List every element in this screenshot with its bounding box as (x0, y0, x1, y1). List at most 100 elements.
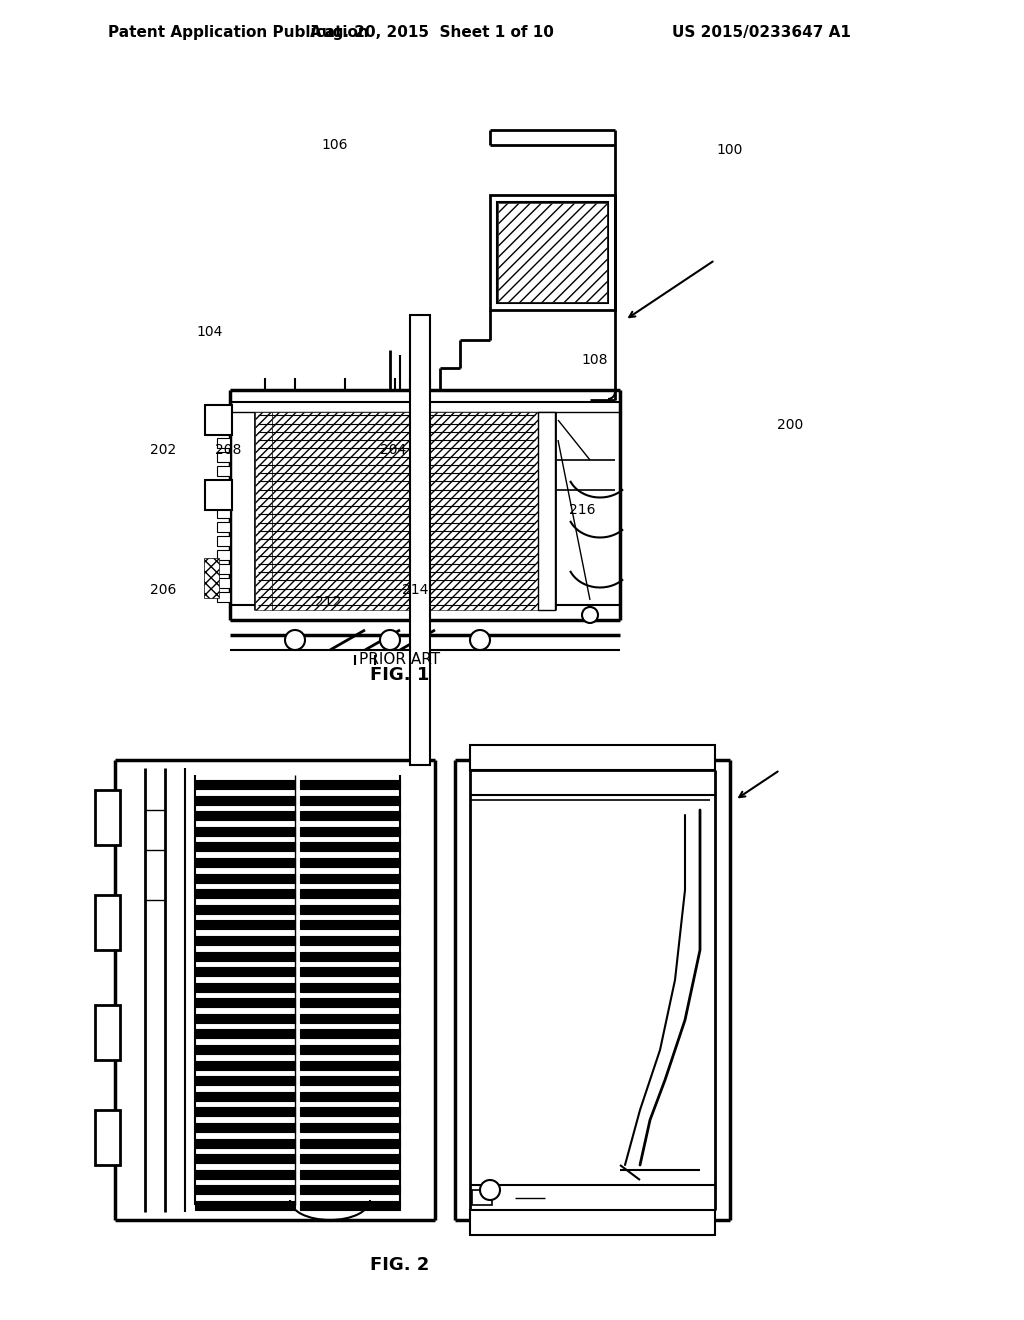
Text: FIG. 2: FIG. 2 (371, 1257, 430, 1274)
Bar (217, 424, 230, 434)
Bar (300, 780, 400, 789)
Bar (300, 1107, 400, 1117)
Text: US 2015/0233647 A1: US 2015/0233647 A1 (672, 25, 851, 40)
Bar (195, 952, 295, 961)
Bar (217, 508, 230, 517)
Bar (255, 412, 272, 610)
Text: Patent Application Publication: Patent Application Publication (108, 25, 369, 40)
Bar (300, 1201, 400, 1210)
Bar (272, 412, 538, 610)
Bar (195, 1123, 295, 1133)
Bar (195, 1185, 295, 1195)
Bar (538, 412, 555, 610)
Circle shape (285, 630, 305, 649)
Bar (195, 812, 295, 820)
Bar (195, 780, 295, 789)
Bar (195, 1201, 295, 1210)
Bar (300, 1185, 400, 1195)
Bar (300, 1014, 400, 1023)
Bar (300, 998, 400, 1007)
Text: Aug. 20, 2015  Sheet 1 of 10: Aug. 20, 2015 Sheet 1 of 10 (310, 25, 554, 40)
Bar (217, 480, 230, 490)
Text: 216: 216 (568, 503, 595, 517)
Bar (195, 1170, 295, 1179)
Bar (300, 982, 400, 991)
Circle shape (480, 1180, 500, 1200)
Bar (300, 1092, 400, 1101)
Circle shape (380, 630, 400, 649)
Bar (195, 890, 295, 898)
Bar (195, 826, 295, 836)
Text: 106: 106 (322, 139, 348, 152)
Bar (300, 858, 400, 867)
Text: 104: 104 (197, 325, 223, 339)
Bar (195, 920, 295, 929)
Bar (195, 936, 295, 945)
Bar (195, 1076, 295, 1085)
Bar (490, 195, 615, 310)
Text: 206: 206 (150, 583, 176, 597)
Bar (217, 550, 230, 560)
Bar (95, 1110, 120, 1166)
Bar (300, 826, 400, 836)
Bar (217, 591, 230, 602)
Bar (217, 466, 230, 477)
Bar (95, 789, 120, 845)
Bar (95, 895, 120, 950)
Bar (195, 858, 295, 867)
Bar (300, 1076, 400, 1085)
Bar (300, 1061, 400, 1069)
Bar (217, 536, 230, 546)
Bar (195, 904, 295, 913)
Bar (217, 494, 230, 504)
Text: FIG. 1: FIG. 1 (371, 667, 430, 684)
Bar (195, 1061, 295, 1069)
Text: PRIOR ART: PRIOR ART (359, 652, 440, 668)
Bar (300, 936, 400, 945)
Bar (300, 904, 400, 913)
Text: 208: 208 (215, 444, 242, 457)
Bar (300, 1154, 400, 1163)
Bar (300, 874, 400, 883)
Bar (195, 1030, 295, 1039)
Bar (300, 796, 400, 805)
Bar (195, 1154, 295, 1163)
Bar (497, 202, 608, 304)
Bar (300, 1045, 400, 1055)
Bar (410, 315, 430, 766)
Bar (95, 1005, 120, 1060)
Bar (300, 1030, 400, 1039)
Bar (195, 1045, 295, 1055)
Circle shape (582, 607, 598, 623)
Bar (300, 842, 400, 851)
Bar (195, 874, 295, 883)
Bar (300, 812, 400, 820)
Bar (217, 578, 230, 587)
Bar (204, 558, 219, 598)
Bar (300, 920, 400, 929)
Bar (195, 998, 295, 1007)
Bar (472, 1191, 492, 1205)
Bar (205, 405, 232, 436)
Text: 200: 200 (777, 418, 803, 432)
Bar (217, 521, 230, 532)
Bar (195, 1107, 295, 1117)
Text: 214: 214 (401, 583, 428, 597)
Text: 204: 204 (380, 444, 407, 457)
Bar (300, 952, 400, 961)
Bar (195, 796, 295, 805)
Text: 108: 108 (582, 352, 608, 367)
Bar (205, 480, 232, 510)
Circle shape (470, 630, 490, 649)
Bar (217, 564, 230, 574)
Bar (300, 968, 400, 975)
Bar (195, 842, 295, 851)
Bar (195, 968, 295, 975)
Bar (498, 203, 607, 302)
Text: 100: 100 (717, 143, 743, 157)
Bar (300, 1123, 400, 1133)
Text: 202: 202 (150, 444, 176, 457)
Bar (195, 1014, 295, 1023)
Bar (470, 744, 715, 770)
Bar (217, 438, 230, 447)
